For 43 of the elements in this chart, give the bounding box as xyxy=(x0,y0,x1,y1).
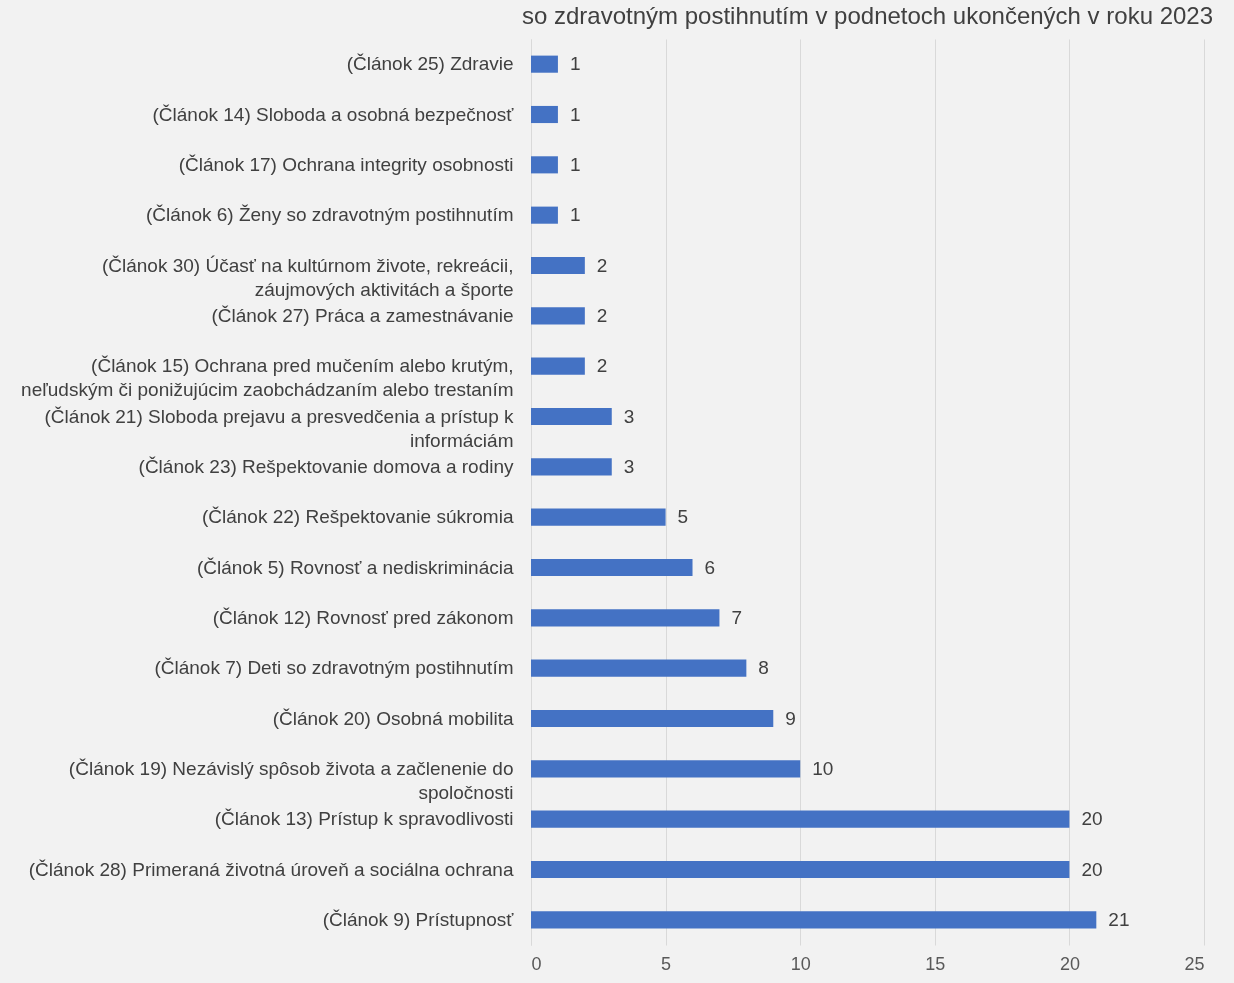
data-label: 7 xyxy=(731,606,743,628)
data-label: 1 xyxy=(569,204,581,226)
y-tick-label: (Článok 14) Sloboda a osobná bezpečnosť xyxy=(152,103,515,125)
x-tick-label: 15 xyxy=(925,953,946,974)
data-label: 2 xyxy=(596,304,608,326)
y-tick-label: (Článok 21) Sloboda prejavu a presvedčenia a prístup k informáciám xyxy=(44,405,514,451)
x-tick-label: 5 xyxy=(661,953,672,974)
data-label: 20 xyxy=(1081,858,1103,880)
data-label: 2 xyxy=(596,355,608,377)
data-label: 9 xyxy=(785,707,796,729)
data-label: 1 xyxy=(569,153,581,175)
data-label: 1 xyxy=(569,103,581,125)
data-label: 3 xyxy=(623,405,635,427)
y-tick-label: (Článok 30) Účasť na kultúrnom živote, rekreácii, záujmových aktivitách a športe xyxy=(101,254,514,300)
data-label: 3 xyxy=(623,455,635,477)
y-tick-label: (Článok 12) Rovnosť pred zákonom xyxy=(212,606,514,628)
y-tick-label: (Článok 28) Primeraná životná úroveň a sociálna ochrana xyxy=(28,858,514,880)
y-tick-label: (Článok 19) Nezávislý spôsob života a začlenenie do spoločnosti xyxy=(68,757,514,803)
x-tick-label: 20 xyxy=(1059,953,1080,974)
y-tick-label: (Článok 27) Práca a zamestnávanie xyxy=(211,304,514,326)
x-tick-label: 10 xyxy=(790,953,811,974)
data-label: 8 xyxy=(758,657,769,679)
x-tick-label: 25 xyxy=(1184,953,1205,974)
data-label: 2 xyxy=(596,254,608,276)
y-tick-label: (Článok 7) Deti so zdravotným postihnutím xyxy=(154,657,514,679)
y-tick-label: (Článok 6) Ženy so zdravotným postihnutím xyxy=(146,204,514,226)
data-label: 20 xyxy=(1081,808,1103,830)
x-tick-label: 0 xyxy=(531,953,542,974)
y-tick-label: (Článok 17) Ochrana integrity osobnosti xyxy=(178,153,514,175)
y-tick-label: (Článok 22) Rešpektovanie súkromia xyxy=(201,506,514,528)
data-label: 10 xyxy=(812,757,834,779)
y-tick-label: (Článok 9) Prístupnosť xyxy=(322,908,515,930)
y-tick-label: (Článok 20) Osobná mobilita xyxy=(272,707,514,729)
y-tick-label: (Článok 25) Zdravie xyxy=(346,53,514,75)
y-tick-label: (Článok 23) Rešpektovanie domova a rodiny xyxy=(138,455,514,477)
data-label: 6 xyxy=(704,556,716,578)
data-label: 5 xyxy=(677,506,689,528)
chart-title: so zdravotným postihnutím v podnetoch ukončených v roku 2023 xyxy=(521,2,1214,29)
data-label: 21 xyxy=(1108,908,1130,930)
y-tick-label: (Článok 13) Prístup k spravodlivosti xyxy=(214,808,514,830)
y-tick-label: (Článok 15) Ochrana pred mučením alebo krutým, neľudským či ponižujúcim zaobchádzaním alebo trestaním xyxy=(21,355,514,401)
data-label: 1 xyxy=(569,53,581,75)
y-tick-label: (Článok 5) Rovnosť a nediskriminácia xyxy=(196,556,514,578)
